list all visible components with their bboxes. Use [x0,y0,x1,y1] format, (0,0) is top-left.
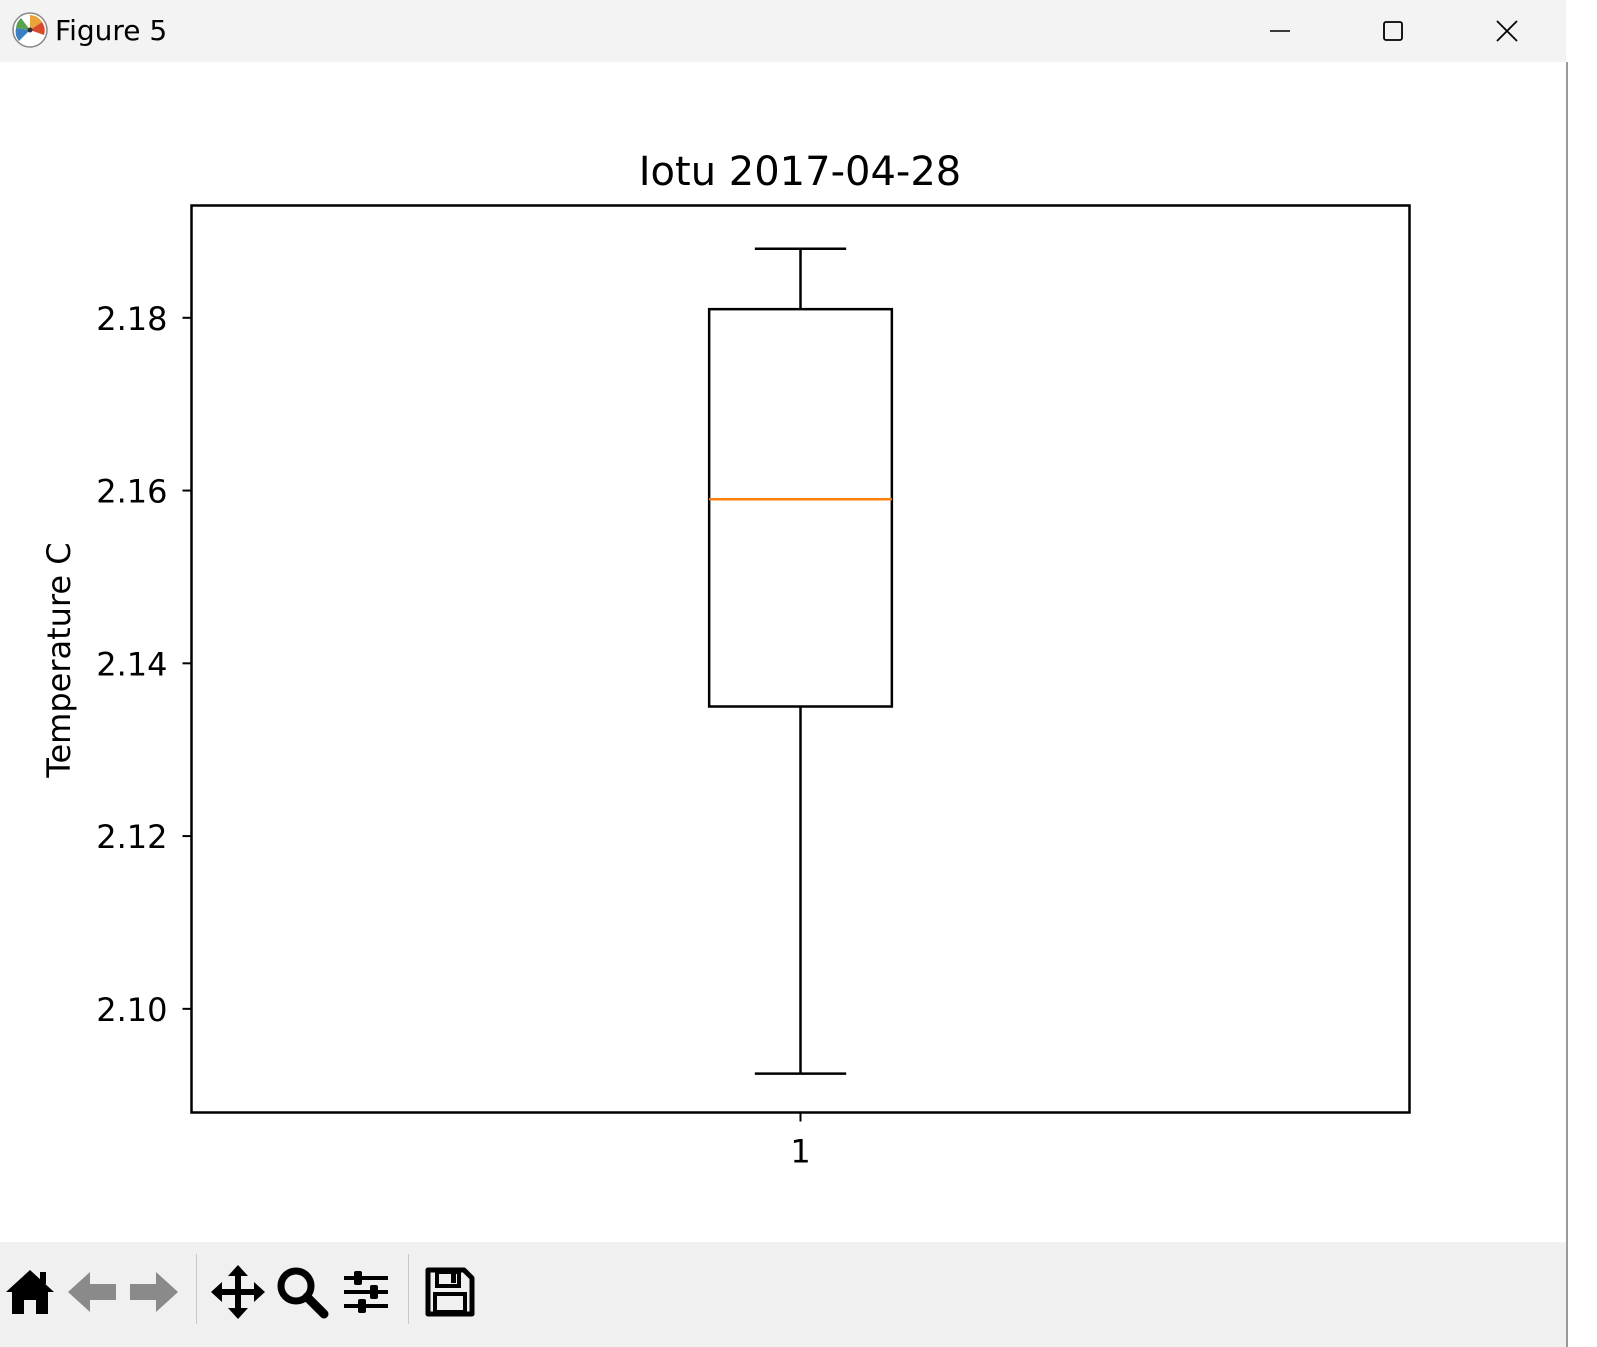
chart-title: Iotu 2017-04-28 [639,149,961,195]
window-edge [1566,0,1597,1347]
home-icon [6,1270,54,1314]
boxplot-chart: Iotu 2017-04-28 Temperature C 2.102.122.… [40,149,1411,1171]
window-title: Figure 5 [55,14,168,47]
configure-subplots-button[interactable] [336,1262,396,1322]
y-axis: 2.10 2.12 2.14 2.16 2.18 [96,300,192,1029]
pan-button[interactable] [208,1262,268,1322]
home-button[interactable] [0,1262,60,1322]
y-tick-label: 2.16 [96,473,167,511]
minimize-icon [1270,30,1290,32]
back-button[interactable] [62,1262,122,1322]
y-tick-label: 2.10 [96,991,167,1029]
floppy-disk-icon [425,1267,475,1317]
figure-canvas[interactable]: Iotu 2017-04-28 Temperature C 2.10 2.12 2.… [0,62,1566,1242]
y-tick-label: 2.12 [96,818,167,856]
maximize-icon [1383,21,1403,41]
minimize-button[interactable] [1225,6,1335,56]
maximize-button[interactable] [1338,6,1448,56]
save-button[interactable] [420,1262,480,1322]
window-edge-shadow [1566,62,1568,1347]
magnifier-icon [277,1267,329,1319]
navigation-toolbar [0,1242,1566,1347]
sliders-icon [344,1271,388,1313]
y-tick-label: 2.18 [96,300,167,338]
close-button[interactable] [1452,6,1562,56]
arrow-right-icon [130,1272,178,1312]
matplotlib-icon [12,12,48,48]
x-tick-label: 1 [790,1133,810,1171]
y-axis-label: Temperature C [40,542,78,778]
box-iqr [707,307,894,708]
axes-frame [190,204,1411,1114]
toolbar-separator [408,1254,409,1324]
toolbar-separator [196,1254,197,1324]
arrow-left-icon [68,1272,116,1312]
x-axis: 1 [790,1112,811,1171]
move-icon [211,1265,265,1319]
forward-button[interactable] [124,1262,184,1322]
boxes-group [707,247,894,1075]
close-icon [1496,20,1518,42]
y-tick-label: 2.14 [96,645,167,683]
zoom-button[interactable] [272,1262,332,1322]
title-bar[interactable]: Figure 5 [0,0,1566,62]
